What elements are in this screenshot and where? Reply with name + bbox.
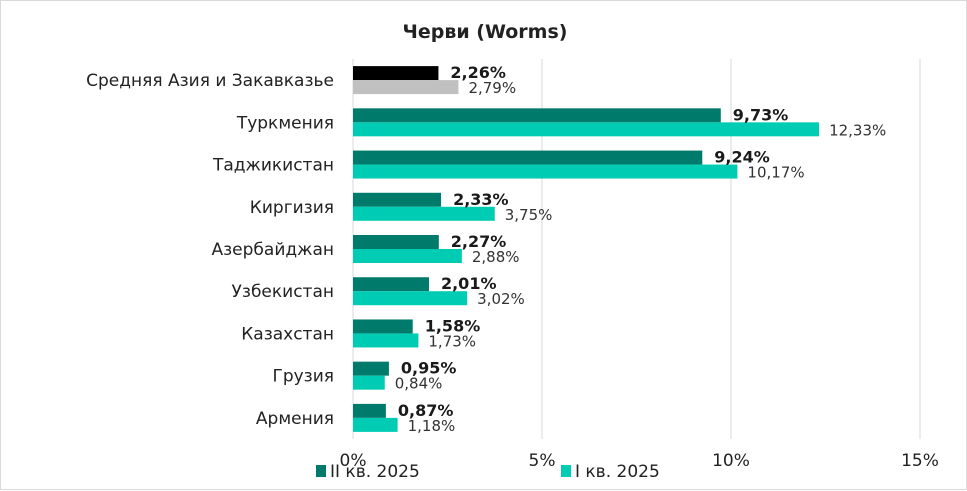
category-label: Киргизия: [250, 198, 334, 218]
data-label-q2: 2,26%: [450, 63, 506, 82]
legend-swatch: [561, 465, 571, 477]
bar-q2: [353, 192, 442, 207]
x-axis-ticks: 0% 5% 10% 15%: [340, 451, 939, 471]
category-label: Узбекистан: [232, 282, 334, 302]
chart-title: Черви (Worms): [403, 21, 568, 43]
category-label: Грузия: [272, 367, 334, 387]
data-label-q2: 1,58%: [425, 316, 481, 335]
category-label: Азербайджан: [212, 240, 334, 260]
data-label-q2: 2,27%: [451, 232, 507, 251]
category-label: Армения: [256, 409, 334, 429]
legend-swatch: [316, 465, 326, 477]
data-label-q2: 0,95%: [401, 359, 457, 378]
bar-q2: [353, 319, 413, 334]
bar-q1: [353, 375, 385, 390]
data-label-q1: 2,79%: [468, 79, 516, 97]
bar-q2: [353, 403, 386, 418]
bar-q2: [353, 235, 439, 249]
data-label-q1: 0,84%: [395, 375, 443, 393]
x-tick-label: 0%: [340, 451, 367, 471]
legend-label: I кв. 2025: [575, 462, 660, 482]
bar-q1: [353, 249, 462, 263]
bar-q2: [353, 66, 439, 81]
bar-q1: [353, 333, 419, 348]
data-label-q2: 9,73%: [733, 105, 789, 124]
data-label-q1: 12,33%: [829, 121, 886, 139]
category-label: Средняя Азия и Закавказье: [86, 71, 334, 91]
category-label: Туркмения: [236, 113, 334, 133]
bar-q1: [353, 206, 495, 221]
legend-label: II кв. 2025: [330, 462, 420, 482]
category-labels-group: Средняя Азия и Закавказье Туркмения Таджик…: [86, 71, 334, 429]
bar-q2: [353, 108, 721, 123]
bar-q1: [353, 122, 820, 137]
bar-q2: [353, 277, 429, 292]
bar-q1: [353, 80, 459, 95]
data-label-q2: 2,01%: [441, 274, 497, 293]
data-label-q1: 3,75%: [505, 206, 553, 224]
data-label-q1: 1,18%: [408, 417, 456, 435]
data-label-q1: 3,02%: [477, 290, 525, 308]
bar-q2: [353, 361, 389, 376]
bar-q1: [353, 417, 398, 432]
data-label-q2: 2,33%: [453, 190, 509, 209]
data-labels-group: 2,26%2,79% 9,73% 12,33% 9,24%10,17% 2,33%3,7…: [395, 63, 887, 435]
x-tick-label: 5%: [529, 451, 556, 471]
bar-q1: [353, 164, 738, 179]
data-label-q1: 2,88%: [472, 248, 520, 266]
data-label-q1: 10,17%: [747, 164, 804, 182]
data-label-q2: 9,24%: [714, 148, 770, 167]
bar-q1: [353, 291, 468, 306]
data-label-q2: 0,87%: [398, 401, 454, 420]
bars-group: [353, 66, 820, 432]
x-tick-label: 15%: [901, 451, 939, 471]
legend: II кв. 2025 I кв. 2025: [316, 462, 660, 482]
bar-q2: [353, 150, 703, 165]
category-label: Таджикистан: [212, 156, 334, 176]
x-tick-label: 10%: [712, 451, 750, 471]
category-label: Казахстан: [241, 324, 334, 344]
data-label-q1: 1,73%: [428, 332, 476, 350]
